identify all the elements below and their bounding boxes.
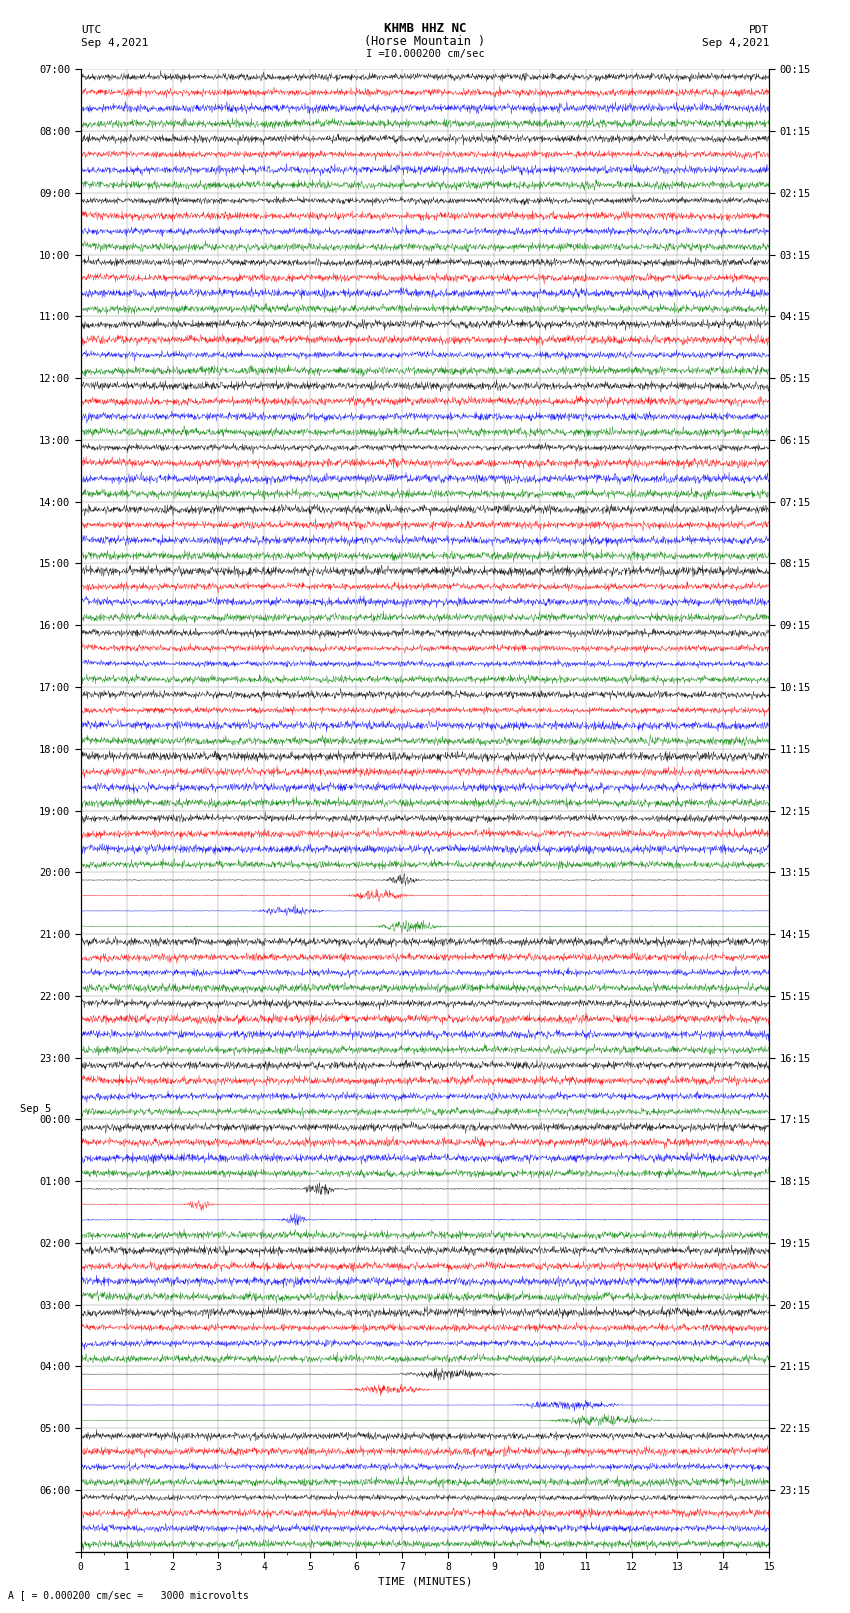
Text: PDT: PDT: [749, 24, 769, 35]
Text: A [ = 0.000200 cm/sec =   3000 microvolts: A [ = 0.000200 cm/sec = 3000 microvolts: [8, 1590, 249, 1600]
Text: KHMB HHZ NC: KHMB HHZ NC: [383, 21, 467, 35]
Text: (Horse Mountain ): (Horse Mountain ): [365, 34, 485, 47]
Text: I = 0.000200 cm/sec: I = 0.000200 cm/sec: [366, 48, 484, 58]
Text: Sep 5: Sep 5: [20, 1103, 51, 1115]
Text: Sep 4,2021: Sep 4,2021: [81, 37, 148, 47]
Text: UTC: UTC: [81, 24, 101, 35]
X-axis label: TIME (MINUTES): TIME (MINUTES): [377, 1576, 473, 1586]
Text: I: I: [383, 48, 390, 58]
Text: Sep 4,2021: Sep 4,2021: [702, 37, 769, 47]
